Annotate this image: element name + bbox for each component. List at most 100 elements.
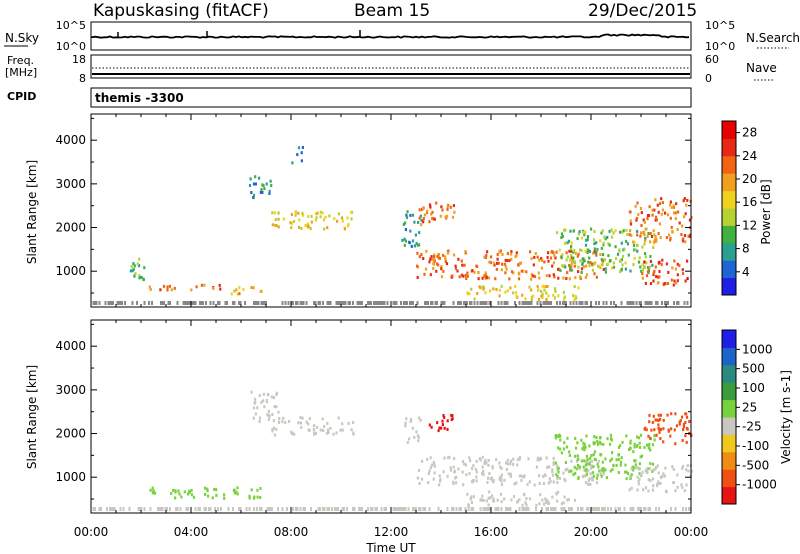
- echo-cell: [689, 233, 692, 237]
- echo-cell: [503, 497, 506, 501]
- echo-cell: [420, 477, 424, 481]
- echo-cell: [495, 267, 498, 271]
- echo-cell: [335, 507, 338, 511]
- echo-cell: [608, 442, 612, 446]
- echo-cell: [301, 416, 304, 420]
- echo-cell: [563, 263, 566, 267]
- echo-cell: [520, 479, 523, 482]
- echo-cell: [500, 500, 503, 504]
- echo-cell: [541, 498, 544, 502]
- echo-cell: [542, 474, 545, 478]
- echo-cell: [140, 507, 143, 511]
- echo-cell: [254, 175, 257, 179]
- echo-cell: [614, 507, 617, 511]
- velocity-ylabel: Slant Range [km]: [25, 365, 39, 469]
- echo-cell: [580, 236, 583, 240]
- echo-cell: [458, 301, 461, 305]
- echo-cell: [625, 239, 628, 243]
- echo-cell: [152, 489, 155, 493]
- echo-cell: [538, 474, 541, 478]
- echo-cell: [589, 456, 592, 460]
- echo-cell: [404, 507, 407, 511]
- echo-cell: [440, 426, 443, 430]
- echo-cell: [293, 432, 296, 436]
- echo-cell: [543, 502, 546, 506]
- echo-cell: [205, 507, 207, 511]
- echo-cell: [634, 463, 637, 467]
- echo-cell: [485, 275, 488, 279]
- echo-cell: [116, 301, 119, 305]
- echo-cell: [258, 176, 261, 180]
- echo-cell: [563, 495, 566, 499]
- echo-cell: [653, 269, 656, 273]
- echo-cell: [652, 279, 655, 283]
- echo-cell: [245, 507, 248, 511]
- echo-cell: [580, 271, 583, 274]
- echo-cell: [174, 489, 177, 493]
- echo-cell: [296, 301, 299, 305]
- echo-cell: [408, 240, 411, 244]
- echo-cell: [394, 301, 396, 305]
- echo-cell: [460, 507, 462, 511]
- echo-cell: [685, 412, 688, 416]
- echo-cell: [435, 262, 439, 266]
- echo-cell: [551, 468, 554, 472]
- colorbar-tick-label: 25: [742, 400, 757, 414]
- echo-cell: [185, 301, 188, 305]
- echo-cell: [501, 253, 504, 256]
- echo-cell: [568, 469, 571, 473]
- echo-cell: [620, 267, 623, 271]
- echo-cell: [137, 507, 140, 511]
- echo-cell: [595, 476, 599, 480]
- echo-cell: [662, 427, 665, 431]
- echo-cell: [452, 507, 455, 511]
- echo-cell: [577, 286, 580, 290]
- echo-cell: [540, 257, 543, 260]
- echo-cell: [329, 427, 332, 430]
- echo-cell: [671, 465, 674, 469]
- echo-cell: [560, 256, 563, 260]
- echo-cell: [570, 245, 573, 249]
- echo-cell: [575, 467, 578, 471]
- echo-cell: [595, 436, 598, 440]
- echo-cell: [576, 454, 579, 458]
- echo-cell: [271, 413, 274, 416]
- echo-cell: [641, 263, 644, 267]
- echo-cell: [629, 229, 632, 233]
- echo-cell: [609, 469, 612, 473]
- echo-cell: [618, 248, 621, 252]
- echo-cell: [581, 257, 584, 261]
- echo-cell: [431, 210, 434, 214]
- echo-cell: [643, 220, 646, 224]
- echo-cell: [262, 301, 264, 305]
- echo-cell: [644, 469, 647, 473]
- echo-cell: [570, 247, 573, 251]
- echo-cell: [667, 213, 670, 217]
- echo-cell: [682, 237, 685, 241]
- echo-cell: [416, 476, 419, 480]
- echo-cell: [582, 441, 585, 445]
- echo-cell: [592, 251, 595, 255]
- echo-cell: [173, 286, 176, 290]
- echo-cell: [341, 507, 344, 511]
- echo-cell: [437, 263, 440, 267]
- echo-cell: [484, 507, 486, 511]
- echo-cell: [552, 261, 555, 265]
- echo-cell: [469, 497, 472, 501]
- echo-cell: [413, 244, 416, 248]
- echo-cell: [371, 507, 374, 511]
- echo-cell: [536, 284, 539, 288]
- echo-cell: [647, 214, 651, 217]
- echo-cell: [570, 249, 573, 253]
- echo-cell: [629, 222, 633, 226]
- echo-cell: [611, 451, 614, 455]
- echo-cell: [551, 250, 554, 253]
- echo-cell: [674, 267, 677, 271]
- echo-cell: [524, 301, 527, 305]
- echo-cell: [584, 243, 588, 247]
- echo-cell: [485, 253, 488, 257]
- freq-left-label-1: Freq.: [7, 54, 34, 67]
- echo-cell: [346, 507, 348, 511]
- echo-cell: [302, 507, 305, 511]
- echo-cell: [564, 479, 567, 483]
